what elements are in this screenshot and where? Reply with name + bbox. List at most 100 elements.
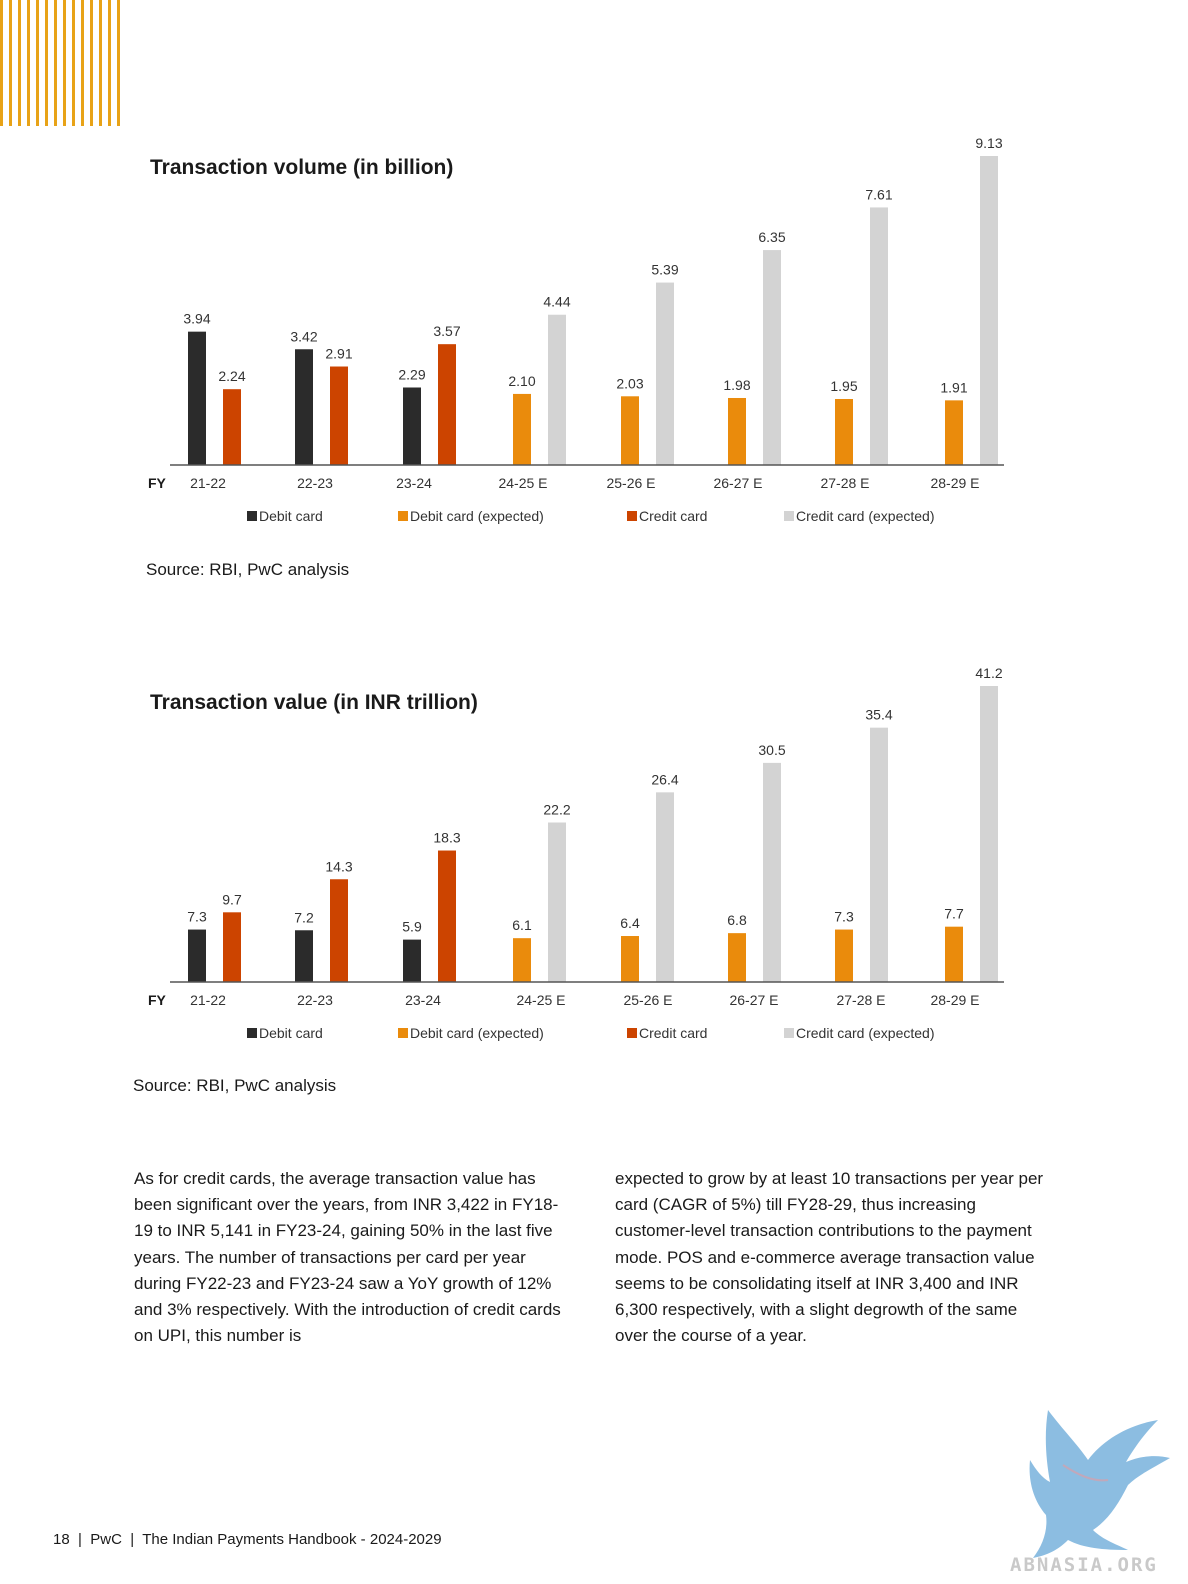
- data-label: 2.03: [616, 375, 643, 391]
- data-label: 18.3: [433, 830, 460, 846]
- bar-credit-card-21-22: [223, 912, 241, 982]
- bar-credit-card-expected-26-27-e: [763, 762, 781, 982]
- x-tick-label: 28-29 E: [930, 475, 979, 491]
- bar-credit-card-expected-24-25-e: [548, 314, 566, 465]
- legend-label: Credit card: [639, 1025, 707, 1041]
- bar-credit-card-expected-25-26-e: [656, 282, 674, 465]
- legend-swatch: [784, 1028, 794, 1038]
- x-tick-label: 26-27 E: [713, 475, 762, 491]
- data-label: 4.44: [543, 294, 570, 310]
- data-label: 6.8: [727, 912, 747, 928]
- bar-credit-card-23-24: [438, 850, 456, 982]
- x-tick-label: 27-28 E: [820, 475, 869, 491]
- data-label: 7.3: [834, 909, 854, 925]
- data-label: 35.4: [865, 707, 892, 723]
- data-label: 41.2: [975, 665, 1002, 681]
- data-label: 5.39: [651, 262, 678, 278]
- bar-credit-card-expected-28-29-e: [980, 156, 998, 465]
- x-tick-label: 25-26 E: [623, 992, 672, 1008]
- griffin-logo-icon: [1029, 1410, 1170, 1558]
- data-label: 1.98: [723, 377, 750, 393]
- bar-credit-card-21-22: [223, 389, 241, 465]
- bar-credit-card-expected-27-28-e: [870, 727, 888, 982]
- bar-debit-card-expected-27-28-e: [835, 399, 853, 465]
- data-label: 30.5: [758, 742, 785, 758]
- data-label: 3.57: [433, 323, 460, 339]
- chart-title-volume: Transaction volume (in billion): [150, 156, 454, 179]
- bar-credit-card-expected-26-27-e: [763, 250, 781, 465]
- data-label: 3.94: [183, 311, 210, 327]
- data-label: 6.4: [620, 915, 640, 931]
- data-label: 9.7: [222, 891, 242, 907]
- data-label: 7.2: [294, 909, 314, 925]
- legend-swatch: [627, 511, 637, 521]
- x-tick-label: 24-25 E: [498, 475, 547, 491]
- data-label: 26.4: [651, 771, 678, 787]
- bar-debit-card-expected-25-26-e: [621, 396, 639, 465]
- x-tick-label: 21-22: [190, 992, 226, 1008]
- x-tick-label: 24-25 E: [516, 992, 565, 1008]
- bar-credit-card-expected-28-29-e: [980, 686, 998, 982]
- watermark-text: ABNASIA.ORG: [1010, 1554, 1158, 1576]
- legend-swatch: [247, 1028, 257, 1038]
- decorative-stripes: [0, 0, 126, 126]
- bar-credit-card-expected-24-25-e: [548, 822, 566, 982]
- bar-credit-card-expected-27-28-e: [870, 207, 888, 465]
- data-label: 2.29: [398, 366, 425, 382]
- bar-debit-card-expected-24-25-e: [513, 393, 531, 465]
- data-label: 3.42: [290, 328, 317, 344]
- data-label: 6.1: [512, 917, 532, 933]
- x-tick-label: 21-22: [190, 475, 226, 491]
- data-label: 1.91: [940, 379, 967, 395]
- legend-swatch: [784, 511, 794, 521]
- data-label: 6.35: [758, 229, 785, 245]
- legend-label: Credit card (expected): [796, 1025, 935, 1041]
- volume-chart: 3.94 2.24 21-22 3.42 2.91 22-23 2.29 3.57 23-24 2…: [148, 135, 1004, 524]
- data-label: 1.95: [830, 378, 857, 394]
- bar-debit-card-expected-28-29-e: [945, 400, 963, 465]
- data-label: 14.3: [325, 858, 352, 874]
- x-tick-label: 23-24: [396, 475, 432, 491]
- x-tick-label: 22-23: [297, 475, 333, 491]
- bar-credit-card-22-23: [330, 366, 348, 465]
- legend-label: Debit card: [259, 508, 323, 524]
- bar-debit-card-21-22: [188, 331, 206, 465]
- legend-label: Debit card (expected): [410, 1025, 544, 1041]
- data-label: 7.7: [944, 906, 964, 922]
- x-tick-label: 26-27 E: [729, 992, 778, 1008]
- data-label: 22.2: [543, 802, 570, 818]
- source-note-volume: Source: RBI, PwC analysis: [146, 560, 350, 579]
- data-label: 2.24: [218, 368, 245, 384]
- x-axis-label: FY: [148, 475, 167, 491]
- bar-debit-card-expected-24-25-e: [513, 938, 531, 982]
- legend-label: Debit card: [259, 1025, 323, 1041]
- x-axis-label: FY: [148, 992, 167, 1008]
- x-tick-label: 22-23: [297, 992, 333, 1008]
- bar-credit-card-23-24: [438, 344, 456, 465]
- bar-debit-card-21-22: [188, 929, 206, 982]
- bar-debit-card-22-23: [295, 930, 313, 982]
- body-text-column-1: As for credit cards, the average transac…: [134, 1169, 561, 1346]
- bar-debit-card-23-24: [403, 939, 421, 982]
- legend-swatch: [398, 511, 408, 521]
- legend-swatch: [627, 1028, 637, 1038]
- data-label: 2.10: [508, 373, 535, 389]
- x-tick-label: 23-24: [405, 992, 441, 1008]
- legend-label: Debit card (expected): [410, 508, 544, 524]
- x-tick-label: 25-26 E: [606, 475, 655, 491]
- data-label: 9.13: [975, 135, 1002, 151]
- chart-title-value: Transaction value (in INR trillion): [150, 691, 478, 714]
- bar-debit-card-expected-26-27-e: [728, 397, 746, 465]
- bar-debit-card-expected-27-28-e: [835, 929, 853, 982]
- bar-debit-card-expected-28-29-e: [945, 926, 963, 982]
- legend-swatch: [398, 1028, 408, 1038]
- bar-credit-card-22-23: [330, 879, 348, 982]
- value-chart: 7.3 9.7 21-22 7.2 14.3 22-23 5.9 18.3 23-24 6.1 22…: [148, 665, 1004, 1041]
- bar-credit-card-expected-25-26-e: [656, 792, 674, 982]
- bar-debit-card-expected-25-26-e: [621, 936, 639, 982]
- data-label: 5.9: [402, 919, 422, 935]
- legend-label: Credit card: [639, 508, 707, 524]
- body-text-column-2: expected to grow by at least 10 transact…: [615, 1169, 1044, 1346]
- x-tick-label: 28-29 E: [930, 992, 979, 1008]
- data-label: 7.61: [865, 186, 892, 202]
